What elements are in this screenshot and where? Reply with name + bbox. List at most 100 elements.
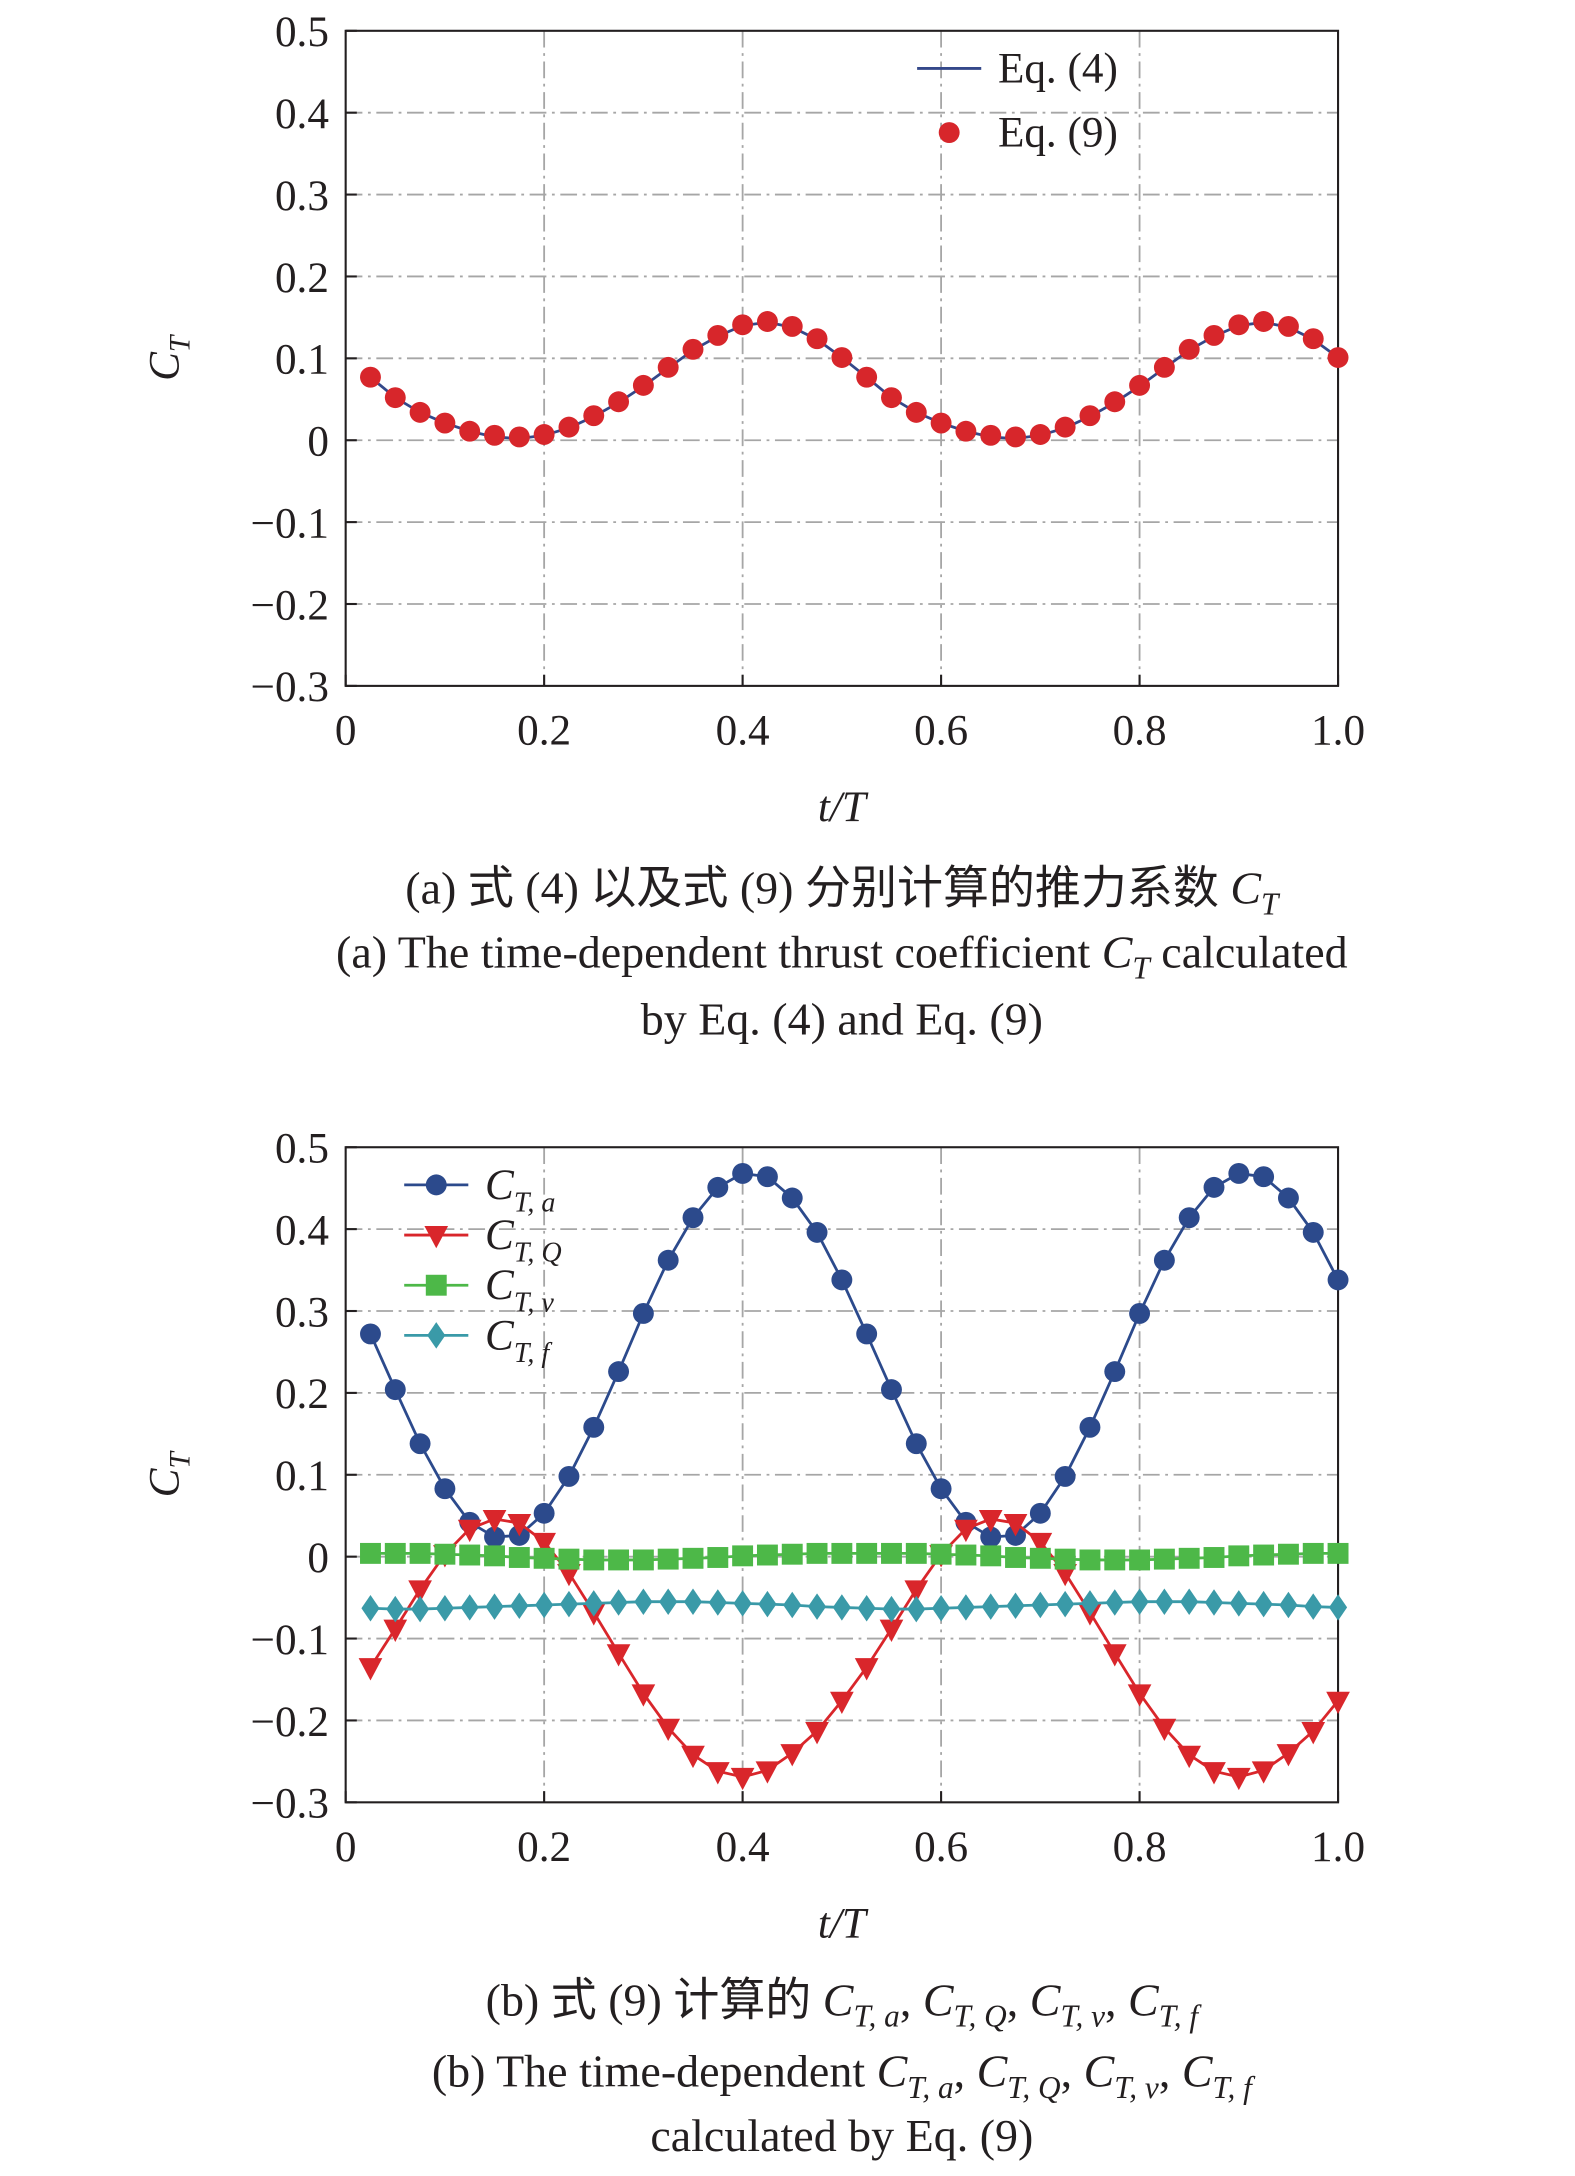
legend-label: Eq. (4) bbox=[998, 45, 1118, 92]
legend-marker bbox=[938, 122, 960, 143]
marker bbox=[881, 1379, 902, 1401]
marker bbox=[1178, 1547, 1200, 1569]
chart: −0.3 −0.2 −0.1 0 0.1 0.2 0.3 0.4 0.5 0 0.2 0.4 0.6 0.… bbox=[141, 9, 1365, 1044]
marker bbox=[930, 1478, 952, 1500]
marker bbox=[358, 1658, 383, 1681]
marker bbox=[384, 1379, 406, 1401]
x-tick-label: 0.6 bbox=[914, 1824, 968, 1871]
text-segment: C bbox=[1030, 1975, 1062, 2026]
marker bbox=[980, 1545, 1002, 1567]
marker bbox=[905, 401, 927, 423]
marker bbox=[907, 1595, 926, 1623]
marker bbox=[411, 1595, 430, 1623]
y-tick-label: 0 bbox=[307, 1535, 329, 1582]
marker bbox=[781, 315, 803, 337]
marker bbox=[384, 1542, 406, 1564]
marker bbox=[806, 328, 828, 350]
caption-line: (a) The time-dependent thrust coefficien… bbox=[336, 926, 1348, 985]
marker bbox=[408, 1580, 432, 1603]
marker bbox=[682, 338, 704, 360]
marker bbox=[733, 1590, 752, 1617]
marker bbox=[1104, 1549, 1126, 1571]
marker bbox=[1328, 1594, 1348, 1621]
text-segment: C bbox=[1102, 926, 1134, 977]
x-tick-label: 0.8 bbox=[1113, 1824, 1167, 1871]
marker bbox=[879, 1619, 904, 1642]
marker bbox=[533, 1502, 555, 1524]
text-segment: , bbox=[1061, 2046, 1084, 2097]
marker bbox=[583, 405, 605, 427]
marker bbox=[856, 1542, 878, 1564]
marker bbox=[435, 1595, 454, 1622]
text-segment: T, v bbox=[1060, 1999, 1105, 2034]
marker bbox=[1054, 1548, 1076, 1570]
series-line bbox=[370, 1551, 1339, 1562]
legend-name: Eq. (9) bbox=[998, 109, 1118, 156]
y-axis-label-symbol: C bbox=[141, 1467, 188, 1497]
marker bbox=[533, 424, 555, 445]
marker bbox=[409, 401, 431, 423]
marker bbox=[1006, 1592, 1025, 1620]
marker bbox=[1102, 1644, 1127, 1667]
marker bbox=[755, 1761, 780, 1784]
text-segment: T, v bbox=[1114, 2070, 1159, 2105]
marker bbox=[856, 366, 878, 388]
marker bbox=[484, 1526, 505, 1548]
x-tick-label: 1.0 bbox=[1311, 707, 1365, 754]
marker bbox=[781, 1187, 803, 1209]
marker bbox=[484, 424, 505, 446]
marker bbox=[1327, 1542, 1349, 1564]
marker bbox=[882, 1595, 901, 1623]
marker bbox=[1229, 1590, 1248, 1617]
marker bbox=[631, 1684, 656, 1707]
marker bbox=[558, 416, 580, 438]
legend-marker bbox=[424, 1225, 449, 1249]
text-segment: (a) 式 (4) 以及式 (9) 分别计算的推力系数 bbox=[405, 862, 1230, 913]
marker bbox=[832, 1594, 851, 1621]
marker bbox=[1129, 1303, 1151, 1324]
legend-label: Eq. (9) bbox=[998, 109, 1118, 156]
legend-label: CT, v bbox=[485, 1262, 554, 1319]
marker bbox=[608, 1549, 630, 1571]
y-axis-label-symbol: C bbox=[141, 351, 188, 381]
marker bbox=[632, 1303, 654, 1324]
marker bbox=[1079, 405, 1101, 427]
marker bbox=[657, 1548, 679, 1570]
marker bbox=[409, 1542, 431, 1564]
y-tick-label: −0.1 bbox=[251, 1617, 329, 1664]
marker bbox=[1028, 1532, 1053, 1556]
marker bbox=[683, 1588, 703, 1615]
marker bbox=[1155, 1588, 1174, 1615]
marker bbox=[1029, 1547, 1051, 1569]
legend-name: C bbox=[485, 1212, 515, 1259]
text-segment: C bbox=[1084, 2046, 1116, 2097]
marker bbox=[360, 1542, 381, 1564]
series-line bbox=[369, 320, 1339, 440]
marker bbox=[484, 1545, 505, 1567]
marker bbox=[632, 374, 654, 396]
marker bbox=[1302, 1542, 1324, 1564]
marker bbox=[608, 1361, 630, 1383]
marker bbox=[1228, 314, 1250, 336]
marker bbox=[1301, 1722, 1326, 1745]
marker bbox=[360, 1323, 381, 1345]
marker bbox=[434, 1543, 456, 1565]
text-segment: C bbox=[1182, 2046, 1214, 2097]
legend-name: Eq. (4) bbox=[998, 45, 1118, 92]
text-segment: T, Q bbox=[953, 1999, 1006, 2034]
marker bbox=[1152, 1718, 1177, 1742]
marker bbox=[1177, 1745, 1202, 1769]
marker bbox=[930, 1543, 952, 1565]
marker bbox=[1005, 426, 1026, 448]
marker bbox=[881, 387, 902, 409]
marker bbox=[460, 1594, 479, 1621]
text-segment: , bbox=[1159, 2046, 1182, 2097]
marker bbox=[932, 1595, 951, 1622]
legend-name: C bbox=[485, 1312, 515, 1359]
marker bbox=[386, 1595, 405, 1623]
marker bbox=[1277, 1187, 1299, 1209]
text-segment: calculated by Eq. (9) bbox=[650, 2110, 1033, 2161]
marker bbox=[1079, 1416, 1101, 1438]
x-tick-label: 0.2 bbox=[517, 1824, 571, 1871]
